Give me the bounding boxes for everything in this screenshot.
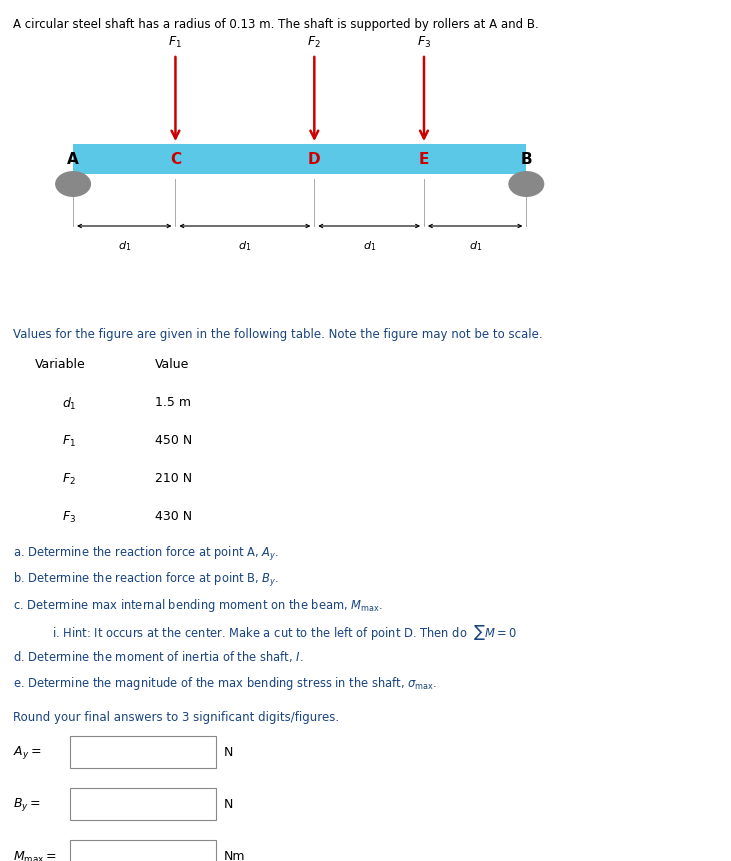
Text: a. Determine the reaction force at point A, $A_y$.: a. Determine the reaction force at point… [13,544,279,562]
Text: E: E [419,152,429,167]
Text: d. Determine the moment of inertia of the shaft, $I$.: d. Determine the moment of inertia of th… [13,648,303,663]
Text: $A_y =$: $A_y =$ [13,744,42,760]
Text: $M_\mathrm{max} =$: $M_\mathrm{max} =$ [13,848,57,861]
Text: $d_1$: $d_1$ [238,238,251,252]
Text: Value: Value [155,357,189,370]
Text: Values for the figure are given in the following table. Note the figure may not : Values for the figure are given in the f… [13,328,542,341]
Text: B: B [520,152,532,167]
Bar [73,145,526,175]
Text: $d_1$: $d_1$ [363,238,376,252]
Text: $d_1$: $d_1$ [118,238,131,252]
Text: 1.5 m: 1.5 m [155,395,191,408]
Text: Variable: Variable [35,357,86,370]
Ellipse shape [55,172,91,198]
Text: 430 N: 430 N [155,510,192,523]
Text: A circular steel shaft has a radius of 0.13 m. The shaft is supported by rollers: A circular steel shaft has a radius of 0… [13,18,539,31]
Text: 450 N: 450 N [155,433,192,447]
Text: $F_1$: $F_1$ [168,34,183,50]
Text: i. Hint: It occurs at the center. Make a cut to the left of point D. Then do  $\: i. Hint: It occurs at the center. Make a… [52,623,517,641]
Text: N: N [224,797,233,810]
Text: Nm: Nm [224,850,246,861]
Text: $B_y =$: $B_y =$ [13,796,41,813]
FancyBboxPatch shape [70,840,216,861]
Text: C: C [170,152,181,167]
Text: 210 N: 210 N [155,472,192,485]
Text: A: A [67,152,79,167]
Text: D: D [308,152,321,167]
Text: b. Determine the reaction force at point B, $B_y$.: b. Determine the reaction force at point… [13,570,279,588]
FancyBboxPatch shape [70,788,216,820]
Text: Round your final answers to 3 significant digits/figures.: Round your final answers to 3 significan… [13,710,339,723]
Text: $F_3$: $F_3$ [62,510,76,524]
Text: N: N [224,746,233,759]
Text: $d_1$: $d_1$ [62,395,77,412]
Text: $F_1$: $F_1$ [62,433,76,449]
Text: $F_3$: $F_3$ [417,34,431,50]
Text: $F_2$: $F_2$ [308,34,321,50]
Ellipse shape [508,172,545,198]
Text: $F_2$: $F_2$ [62,472,76,486]
Text: e. Determine the magnitude of the max bending stress in the shaft, $\sigma_\math: e. Determine the magnitude of the max be… [13,674,437,691]
FancyBboxPatch shape [70,736,216,768]
Text: c. Determine max internal bending moment on the beam, $M_\mathrm{max}$.: c. Determine max internal bending moment… [13,597,383,613]
Text: $d_1$: $d_1$ [469,238,482,252]
